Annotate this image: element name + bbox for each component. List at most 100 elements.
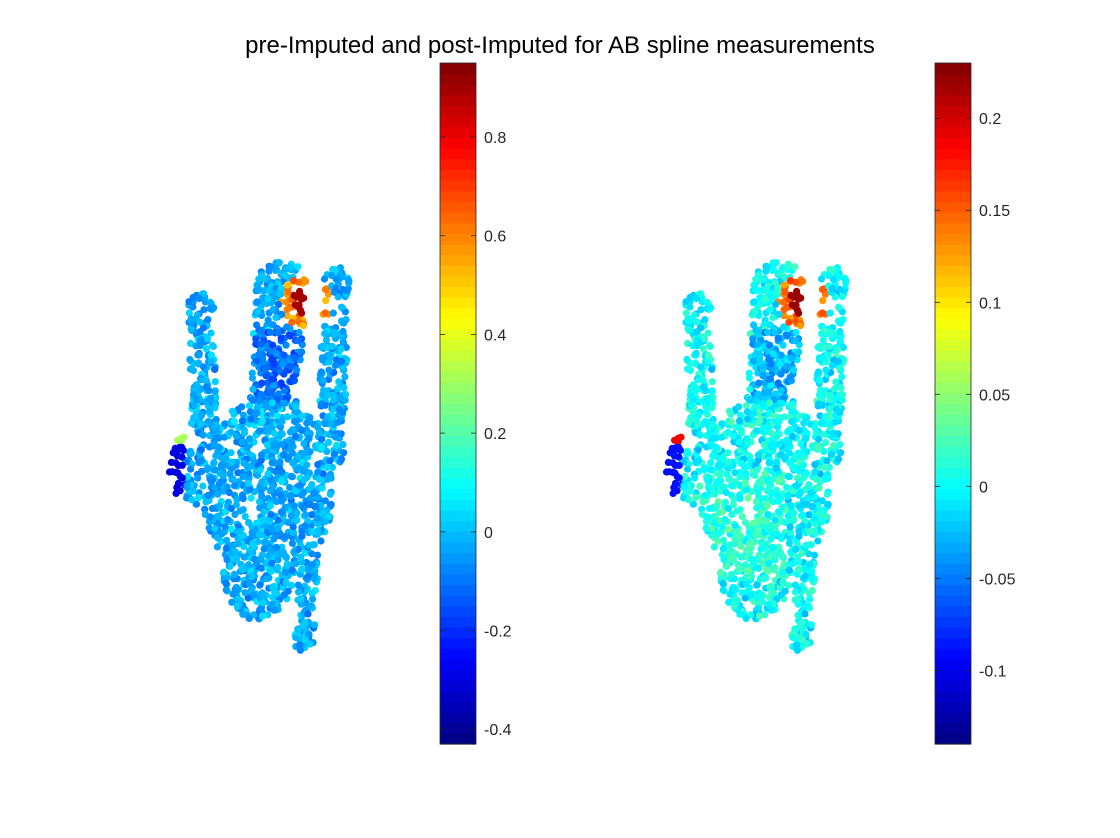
- left-scatter-point: [247, 494, 255, 502]
- right-scatter-point: [775, 440, 783, 448]
- right-scatter-point: [810, 527, 819, 535]
- right-scatter-point: [779, 341, 787, 349]
- right-scatter-point: [693, 386, 701, 394]
- right-scatter-point: [823, 490, 831, 498]
- left-scatter-point: [259, 592, 268, 600]
- right-scatter-point: [686, 303, 694, 311]
- right-scatter-point: [704, 357, 712, 365]
- left-scatter-point: [225, 488, 233, 497]
- right-scatter-point: [834, 345, 842, 353]
- right-scatter-point: [803, 494, 812, 502]
- left-colorbar-segment: [440, 243, 476, 256]
- right-scatter-point: [784, 512, 792, 520]
- left-scatter-point: [247, 415, 255, 423]
- right-scatter-point: [772, 464, 781, 472]
- left-scatter-point: [264, 294, 272, 303]
- left-scatter-point: [246, 408, 254, 416]
- left-scatter-point: [308, 550, 316, 558]
- right-colorbar-segment: [935, 637, 971, 649]
- right-scatter-point: [735, 403, 743, 411]
- left-scatter-point: [274, 516, 282, 524]
- left-scatter-point: [274, 556, 282, 564]
- left-scatter-point: [255, 531, 263, 539]
- left-scatter-point: [341, 373, 349, 381]
- right-scatter-point: [747, 555, 756, 563]
- left-scatter-point: [298, 426, 306, 435]
- right-scatter-point: [744, 494, 752, 502]
- right-scatter-point: [830, 385, 839, 393]
- right-scatter-point: [737, 429, 746, 437]
- left-scatter-point: [240, 429, 248, 437]
- right-scatter-point: [693, 318, 701, 326]
- left-scatter-point: [286, 332, 294, 340]
- right-scatter-point: [668, 444, 676, 452]
- left-scatter-point: [190, 487, 198, 495]
- left-scatter-point: [226, 470, 234, 478]
- left-scatter-point: [266, 263, 274, 271]
- left-scatter-point: [303, 461, 311, 469]
- left-scatter-point: [339, 285, 347, 294]
- left-scatter-point: [318, 354, 327, 362]
- right-scatter-point: [732, 528, 741, 536]
- left-scatter-point: [239, 472, 247, 481]
- left-scatter-point: [252, 340, 260, 348]
- right-colorbar-segment: [935, 371, 971, 383]
- right-scatter-point: [833, 393, 841, 402]
- right-scatter-point: [708, 387, 716, 395]
- left-scatter-point: [297, 600, 305, 608]
- right-scatter-point: [771, 390, 780, 398]
- left-scatter-point: [269, 305, 277, 314]
- right-scatter-point: [721, 498, 730, 506]
- left-scatter-point: [283, 413, 291, 421]
- left-scatter-point: [288, 566, 296, 574]
- right-scatter-point: [816, 470, 824, 478]
- right-colorbar-segment: [935, 94, 971, 107]
- right-scatter-point: [724, 428, 732, 436]
- right-scatter-point: [792, 328, 800, 337]
- left-scatter-point: [187, 449, 195, 457]
- left-scatter-point: [244, 479, 252, 488]
- right-colorbar-segment: [935, 509, 971, 522]
- left-scatter-point: [342, 343, 350, 352]
- left-scatter-point: [221, 523, 229, 531]
- left-scatter-point: [268, 399, 276, 407]
- right-scatter-point: [674, 434, 682, 442]
- left-scatter-point: [258, 492, 266, 500]
- left-colorbar-segment: [440, 424, 476, 437]
- right-colorbar-segment: [935, 392, 971, 405]
- right-scatter-point: [772, 259, 780, 267]
- right-scatter-point: [836, 327, 844, 336]
- left-scatter-point: [204, 491, 212, 499]
- left-scatter-point: [286, 483, 294, 492]
- left-colorbar-tick-label: 0.2: [484, 426, 506, 443]
- right-scatter-point: [686, 391, 695, 399]
- left-scatter-point: [342, 390, 350, 398]
- left-scatter-point: [267, 476, 275, 484]
- right-scatter-point: [754, 340, 762, 348]
- right-scatter-point: [783, 263, 791, 271]
- right-colorbar-segment: [935, 626, 971, 639]
- left-scatter-point: [292, 433, 300, 441]
- left-scatter-point: [294, 337, 302, 345]
- right-scatter-point: [775, 477, 783, 485]
- left-scatter-point: [205, 524, 213, 532]
- left-scatter-point: [301, 511, 310, 519]
- left-scatter-point: [300, 294, 308, 302]
- left-colorbar-segment: [440, 360, 476, 373]
- right-scatter-point: [718, 523, 726, 531]
- right-colorbar-segment: [935, 690, 971, 703]
- left-scatter-point: [292, 559, 300, 568]
- right-scatter-point: [756, 417, 764, 425]
- left-scatter-point: [209, 466, 217, 474]
- right-scatter-point: [774, 492, 782, 500]
- right-colorbar-segment: [935, 105, 971, 117]
- left-scatter-point: [267, 510, 275, 519]
- left-scatter-point: [314, 461, 322, 469]
- left-scatter-point: [325, 512, 333, 521]
- right-scatter-point: [768, 606, 776, 614]
- right-scatter-point: [766, 583, 774, 591]
- left-scatter-point: [282, 341, 290, 349]
- left-scatter-point: [291, 417, 299, 426]
- right-scatter-point: [795, 348, 803, 356]
- right-scatter-point: [806, 595, 814, 603]
